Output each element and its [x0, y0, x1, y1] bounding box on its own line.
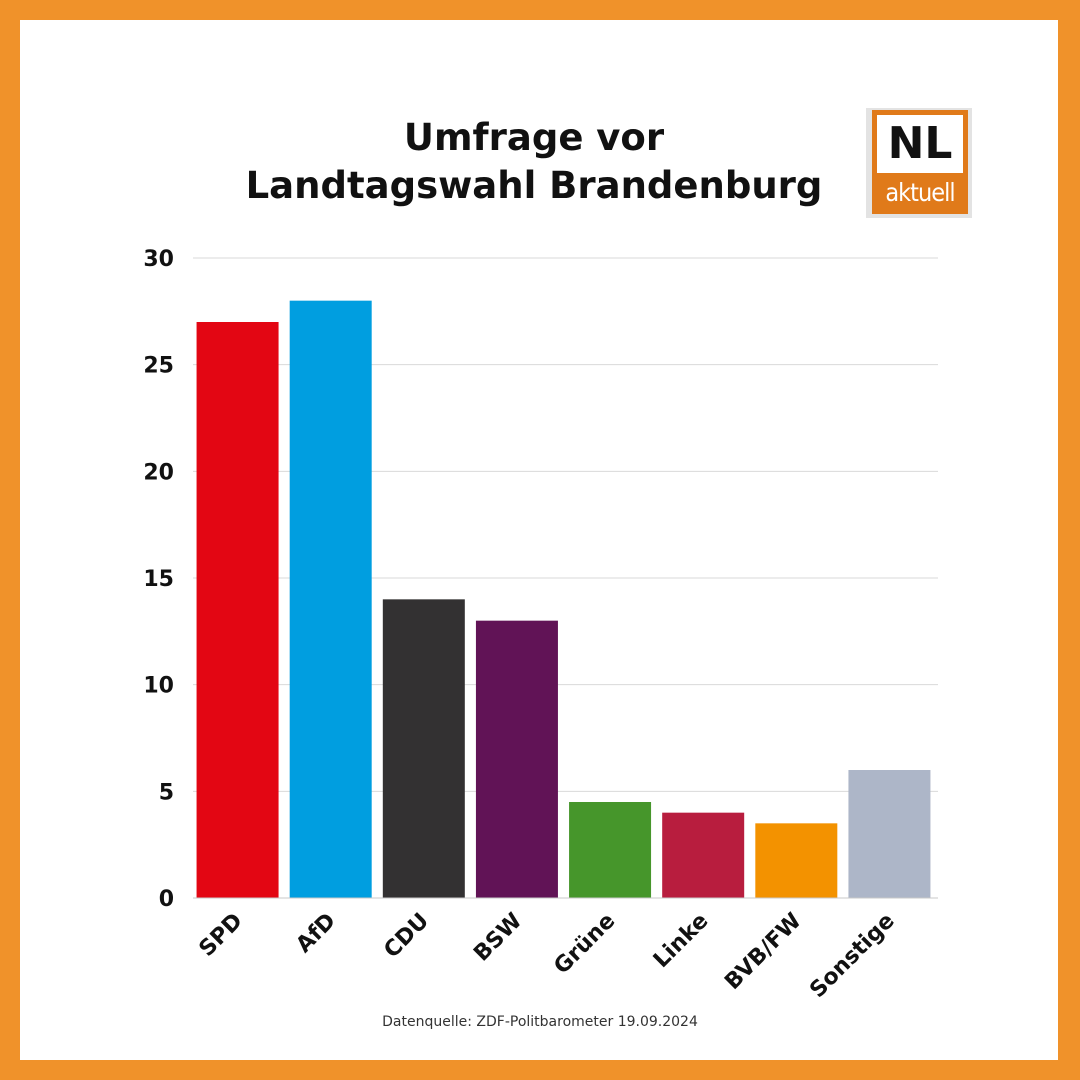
x-tick-label: BSW — [469, 909, 527, 967]
title-line-1: Umfrage vor — [403, 116, 665, 159]
bar-spd — [196, 322, 279, 898]
y-tick-label: 15 — [143, 567, 174, 592]
y-tick-label: 20 — [143, 460, 174, 485]
x-tick-label: SPD — [195, 909, 248, 962]
x-tick-label: AfD — [292, 909, 341, 958]
x-tick-label: BVB/FW — [720, 909, 806, 995]
y-tick-label: 10 — [143, 674, 174, 699]
y-tick-label: 30 — [143, 247, 174, 272]
bar-sonstige — [848, 770, 931, 898]
y-tick-label: 25 — [143, 354, 174, 379]
bar-bsw — [475, 620, 558, 898]
bar-cdu — [382, 599, 465, 898]
title-line-2: Landtagswahl Brandenburg — [245, 164, 823, 207]
data-source-note: Datenquelle: ZDF-Politbarometer 19.09.20… — [382, 1014, 698, 1030]
logo-nl-text: NL — [877, 115, 963, 173]
y-tick-label: 5 — [159, 780, 174, 805]
nl-aktuell-logo: NL aktuell — [866, 108, 972, 218]
y-tick-label: 0 — [159, 887, 174, 912]
x-tick-label: Sonstige — [805, 909, 899, 1003]
bar-gr-ne — [569, 802, 652, 898]
logo-aktuell-text: aktuell — [885, 178, 955, 207]
x-tick-label: Grüne — [549, 909, 620, 980]
bar-bvb-fw — [755, 823, 838, 898]
bar-linke — [662, 812, 745, 898]
x-tick-label: Linke — [649, 909, 713, 973]
bar-afd — [289, 300, 372, 899]
logo-frame: NL aktuell — [872, 110, 968, 214]
x-tick-label: CDU — [379, 909, 434, 964]
